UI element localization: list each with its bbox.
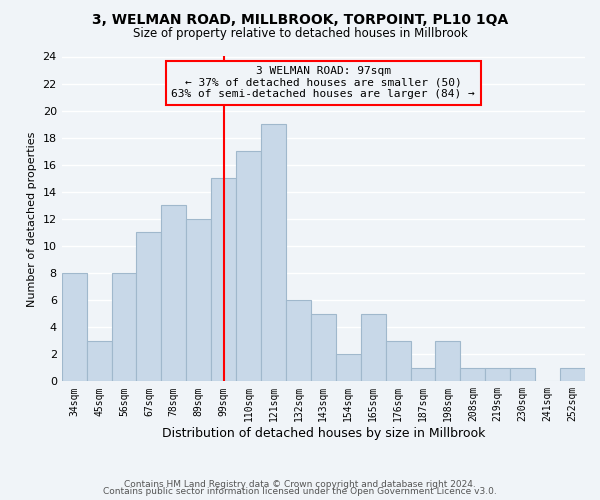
Bar [136,232,161,382]
Bar [186,219,211,382]
Text: Size of property relative to detached houses in Millbrook: Size of property relative to detached ho… [133,28,467,40]
Bar [436,340,460,382]
Bar [485,368,510,382]
Bar [386,340,410,382]
X-axis label: Distribution of detached houses by size in Millbrook: Distribution of detached houses by size … [161,427,485,440]
Bar [460,368,485,382]
Bar [236,151,261,382]
Bar [211,178,236,382]
Bar [361,314,386,382]
Bar [161,206,186,382]
Text: Contains public sector information licensed under the Open Government Licence v3: Contains public sector information licen… [103,487,497,496]
Bar [286,300,311,382]
Bar [261,124,286,382]
Bar [336,354,361,382]
Text: Contains HM Land Registry data © Crown copyright and database right 2024.: Contains HM Land Registry data © Crown c… [124,480,476,489]
Bar [112,273,136,382]
Bar [410,368,436,382]
Bar [311,314,336,382]
Bar [560,368,585,382]
Bar [510,368,535,382]
Bar [62,273,86,382]
Bar [86,340,112,382]
Y-axis label: Number of detached properties: Number of detached properties [27,131,37,306]
Text: 3 WELMAN ROAD: 97sqm
← 37% of detached houses are smaller (50)
63% of semi-detac: 3 WELMAN ROAD: 97sqm ← 37% of detached h… [172,66,475,100]
Text: 3, WELMAN ROAD, MILLBROOK, TORPOINT, PL10 1QA: 3, WELMAN ROAD, MILLBROOK, TORPOINT, PL1… [92,12,508,26]
